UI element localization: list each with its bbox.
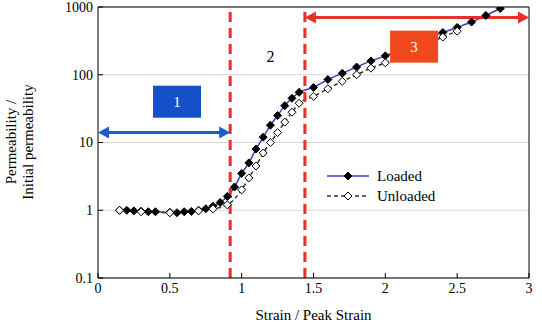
svg-text:0.1: 0.1 <box>76 271 94 286</box>
svg-text:0: 0 <box>95 281 102 296</box>
svg-text:Strain / Peak Strain: Strain / Peak Strain <box>255 307 372 322</box>
html-text:Unloaded: Unloaded <box>377 187 436 204</box>
svg-text:2: 2 <box>266 48 274 65</box>
svg-text:2: 2 <box>382 281 389 296</box>
svg-text:2.5: 2.5 <box>448 281 466 296</box>
html-text:Initial permeability: Initial permeability <box>20 84 36 200</box>
svg-text:3: 3 <box>526 281 533 296</box>
svg-text:0.5: 0.5 <box>161 281 179 296</box>
svg-text:1: 1 <box>173 94 181 110</box>
svg-text:1.5: 1.5 <box>305 281 323 296</box>
svg-text:100: 100 <box>72 68 93 83</box>
svg-text:1: 1 <box>238 281 245 296</box>
svg-text:1000: 1000 <box>65 0 93 15</box>
svg-text:10: 10 <box>79 135 93 150</box>
html-text:Loaded: Loaded <box>377 167 422 184</box>
svg-text:3: 3 <box>410 39 418 55</box>
html-text:Permeability /: Permeability / <box>3 99 19 185</box>
svg-text:1: 1 <box>86 203 93 218</box>
